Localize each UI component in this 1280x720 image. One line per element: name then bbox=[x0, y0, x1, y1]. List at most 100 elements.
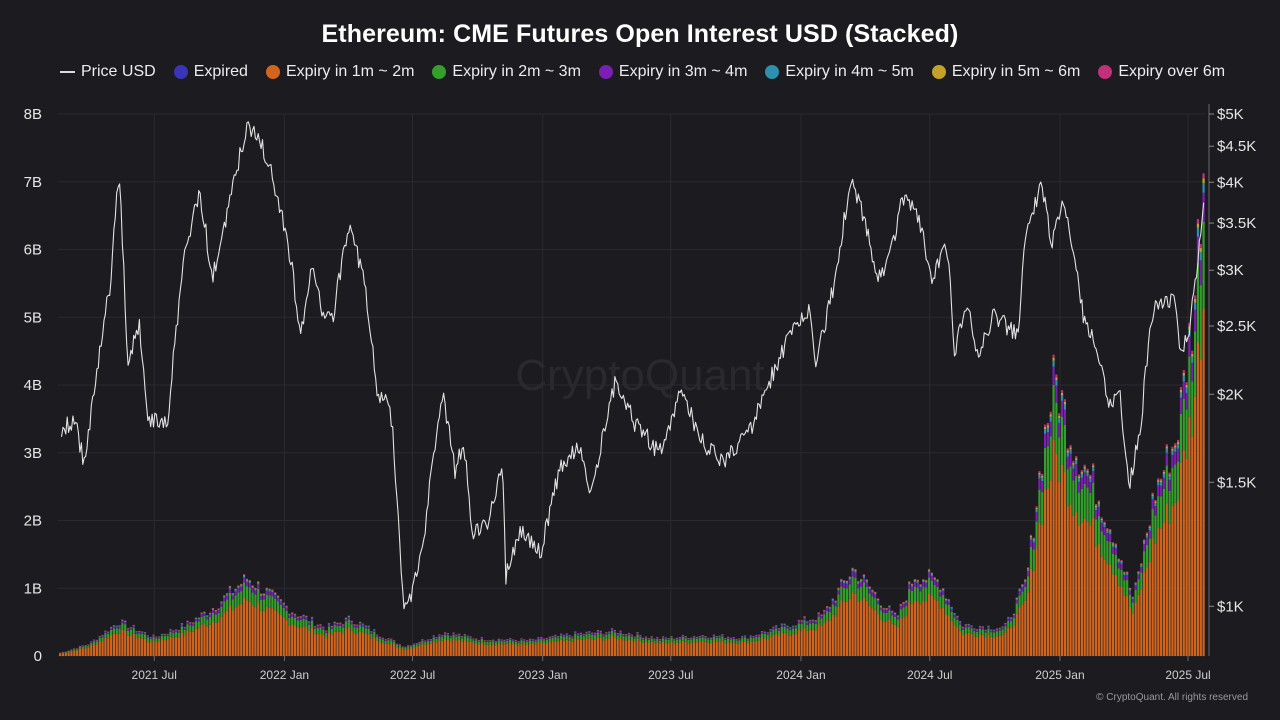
oi-bar-segment bbox=[1077, 525, 1081, 656]
oi-bar-segment bbox=[276, 596, 280, 597]
oi-bar-segment bbox=[619, 637, 622, 656]
oi-bar-segment bbox=[175, 632, 178, 637]
oi-bar-segment bbox=[593, 635, 597, 640]
legend-dot-icon bbox=[432, 65, 447, 79]
oi-bar-segment bbox=[231, 593, 234, 595]
oi-bar-segment bbox=[1046, 425, 1050, 428]
oi-bar-segment bbox=[1001, 626, 1004, 628]
oi-bar-segment bbox=[206, 626, 209, 656]
oi-bar-segment bbox=[424, 641, 427, 643]
oi-bar-segment bbox=[1015, 613, 1018, 656]
y-left-tick-label: 3B bbox=[24, 445, 42, 462]
oi-bar-segment bbox=[1029, 568, 1033, 656]
oi-bar-segment bbox=[460, 636, 464, 639]
oi-bar-segment bbox=[412, 644, 416, 648]
oi-bar-segment bbox=[1089, 481, 1092, 493]
oi-bar-segment bbox=[466, 637, 469, 642]
oi-bar-segment bbox=[486, 644, 489, 656]
oi-bar-segment bbox=[1128, 594, 1132, 607]
oi-bar-segment bbox=[939, 590, 942, 593]
legend-item[interactable]: Expiry in 5m ~ 6m bbox=[931, 63, 1080, 81]
oi-bar-segment bbox=[797, 630, 800, 656]
oi-bar-segment bbox=[1137, 570, 1140, 572]
oi-bar-segment bbox=[220, 616, 223, 656]
oi-bar-segment bbox=[571, 638, 574, 642]
oi-bar-segment bbox=[976, 630, 979, 632]
oi-bar-segment bbox=[1058, 481, 1061, 656]
oi-bar-segment bbox=[81, 646, 84, 649]
oi-bar-segment bbox=[455, 636, 458, 641]
oi-bar-segment bbox=[1134, 585, 1137, 590]
oi-bar-segment bbox=[950, 620, 953, 656]
oi-bar-segment bbox=[177, 632, 181, 638]
legend-item[interactable]: Price USD bbox=[60, 63, 156, 81]
oi-bar-segment bbox=[1202, 308, 1205, 656]
oi-bar-segment bbox=[1072, 480, 1075, 516]
oi-bar-segment bbox=[673, 639, 676, 641]
legend-item[interactable]: Expiry in 2m ~ 3m bbox=[432, 63, 581, 81]
oi-bar-segment bbox=[257, 582, 260, 583]
oi-bar-segment bbox=[285, 607, 288, 611]
oi-bar-segment bbox=[463, 634, 466, 637]
x-tick-label: 2022 Jan bbox=[260, 668, 309, 682]
legend-item[interactable]: Expired bbox=[173, 63, 248, 81]
oi-bar-segment bbox=[871, 608, 874, 656]
oi-bar-segment bbox=[291, 616, 294, 625]
legend-item[interactable]: Expiry in 3m ~ 4m bbox=[598, 63, 747, 81]
oi-bar-segment bbox=[240, 583, 243, 585]
oi-bar-segment bbox=[1018, 589, 1021, 592]
oi-bar-segment bbox=[797, 621, 800, 624]
oi-bar-segment bbox=[1041, 473, 1044, 476]
oi-bar-segment bbox=[364, 628, 367, 634]
oi-bar-segment bbox=[718, 641, 721, 656]
oi-bar-segment bbox=[1196, 341, 1200, 656]
oi-bar-segment bbox=[526, 644, 529, 656]
oi-bar-segment bbox=[848, 579, 851, 585]
oi-bar-segment bbox=[913, 578, 916, 580]
oi-bar-segment bbox=[466, 641, 469, 656]
legend-dot-icon bbox=[1098, 65, 1113, 79]
oi-bar-segment bbox=[319, 624, 322, 626]
oi-bar-segment bbox=[141, 632, 144, 634]
oi-bar-segment bbox=[1193, 309, 1197, 332]
oi-bar-segment bbox=[1055, 377, 1058, 381]
oi-bar-segment bbox=[792, 626, 795, 627]
oi-bar-segment bbox=[1168, 474, 1171, 477]
oi-bar-segment bbox=[242, 582, 246, 598]
oi-bar-segment bbox=[333, 631, 336, 656]
oi-bar-segment bbox=[418, 642, 421, 644]
oi-bar-segment bbox=[1103, 521, 1106, 523]
oi-bar-segment bbox=[109, 627, 113, 629]
y-right-tick-label: $5K bbox=[1217, 106, 1244, 123]
oi-bar-segment bbox=[775, 628, 778, 634]
oi-bar-segment bbox=[282, 603, 285, 604]
oi-bar-segment bbox=[806, 624, 809, 632]
oi-bar-segment bbox=[1077, 492, 1081, 526]
oi-bar-segment bbox=[84, 648, 87, 656]
legend-item[interactable]: Expiry in 1m ~ 2m bbox=[265, 63, 414, 81]
oi-bar-segment bbox=[310, 627, 314, 656]
oi-bar-segment bbox=[531, 640, 534, 644]
oi-bar-segment bbox=[506, 640, 509, 644]
x-tick-label: 2023 Jul bbox=[648, 668, 693, 682]
oi-bar-segment bbox=[163, 640, 166, 656]
oi-bar-segment bbox=[1168, 490, 1171, 524]
oi-bar-segment bbox=[534, 644, 537, 656]
oi-bar-segment bbox=[1202, 178, 1205, 184]
oi-bar-segment bbox=[475, 640, 478, 644]
x-tick-label: 2021 Jul bbox=[132, 668, 177, 682]
oi-bar-segment bbox=[73, 649, 76, 651]
oi-bar-segment bbox=[845, 601, 849, 656]
oi-bar-segment bbox=[271, 592, 274, 597]
oi-bar-segment bbox=[712, 640, 716, 656]
legend-item[interactable]: Expiry over 6m bbox=[1098, 63, 1225, 81]
oi-bar-segment bbox=[905, 601, 908, 603]
oi-bar-segment bbox=[1018, 588, 1021, 590]
oi-bar-segment bbox=[780, 626, 783, 633]
oi-bar-segment bbox=[1046, 422, 1050, 426]
oi-bar-segment bbox=[276, 597, 280, 602]
oi-bar-segment bbox=[602, 640, 605, 656]
oi-bar-segment bbox=[265, 589, 268, 591]
oi-bar-segment bbox=[152, 640, 155, 656]
legend-item[interactable]: Expiry in 4m ~ 5m bbox=[765, 63, 914, 81]
